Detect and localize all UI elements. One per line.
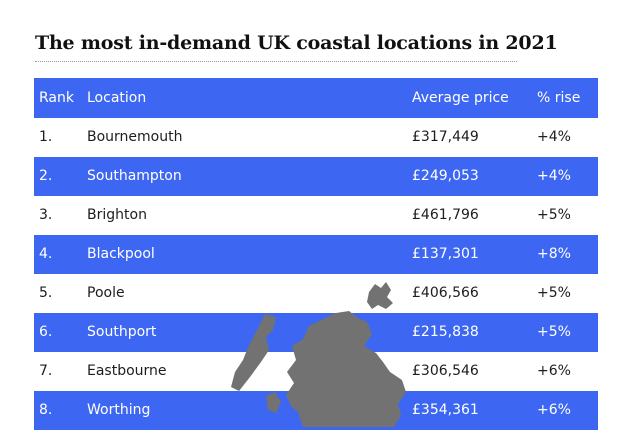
rank-cell: 5. <box>39 285 53 301</box>
header-location: Location <box>87 90 147 106</box>
table-row: 5. Poole £406,566 +5% <box>34 274 598 313</box>
rise-cell: +5% <box>537 285 571 301</box>
price-cell: £406,566 <box>412 285 479 301</box>
rank-cell: 1. <box>39 129 53 145</box>
rank-cell: 4. <box>39 246 53 262</box>
rank-cell: 8. <box>39 402 53 418</box>
price-cell: £317,449 <box>412 129 479 145</box>
location-cell: Worthing <box>87 402 151 418</box>
map-island <box>266 392 281 413</box>
rank-cell: 6. <box>39 324 53 340</box>
price-cell: £137,301 <box>412 246 479 262</box>
chart-title: The most in-demand UK coastal locations … <box>35 32 558 54</box>
location-cell: Poole <box>87 285 125 301</box>
table-row: 7. Eastbourne £306,546 +6% <box>34 352 598 391</box>
map-islands <box>367 282 393 309</box>
location-cell: Eastbourne <box>87 363 167 379</box>
map-outer-isles <box>231 314 276 391</box>
rise-cell: +5% <box>537 324 571 340</box>
rise-cell: +4% <box>537 168 571 184</box>
table-header: Rank Location Average price % rise <box>34 78 598 118</box>
rank-cell: 3. <box>39 207 53 223</box>
location-cell: Bournemouth <box>87 129 183 145</box>
header-percent-rise: % rise <box>537 90 581 106</box>
table-row: 3. Brighton £461,796 +5% <box>34 196 598 235</box>
rise-cell: +4% <box>537 129 571 145</box>
location-cell: Southport <box>87 324 157 340</box>
rise-cell: +5% <box>537 207 571 223</box>
rank-cell: 2. <box>39 168 53 184</box>
rise-cell: +8% <box>537 246 571 262</box>
table-row: 2. Southampton £249,053 +4% <box>34 157 598 196</box>
price-cell: £306,546 <box>412 363 479 379</box>
rise-cell: +6% <box>537 363 571 379</box>
locations-table: Rank Location Average price % rise 1. Bo… <box>34 78 598 430</box>
header-average-price: Average price <box>412 90 509 106</box>
location-cell: Southampton <box>87 168 182 184</box>
price-cell: £215,838 <box>412 324 479 340</box>
rank-cell: 7. <box>39 363 53 379</box>
location-cell: Blackpool <box>87 246 155 262</box>
price-cell: £354,361 <box>412 402 479 418</box>
table-row: 1. Bournemouth £317,449 +4% <box>34 118 598 157</box>
map-mainland <box>286 311 406 427</box>
header-rank: Rank <box>39 90 74 106</box>
price-cell: £249,053 <box>412 168 479 184</box>
price-cell: £461,796 <box>412 207 479 223</box>
location-cell: Brighton <box>87 207 147 223</box>
rise-cell: +6% <box>537 402 571 418</box>
title-divider <box>35 61 517 62</box>
table-row: 4. Blackpool £137,301 +8% <box>34 235 598 274</box>
